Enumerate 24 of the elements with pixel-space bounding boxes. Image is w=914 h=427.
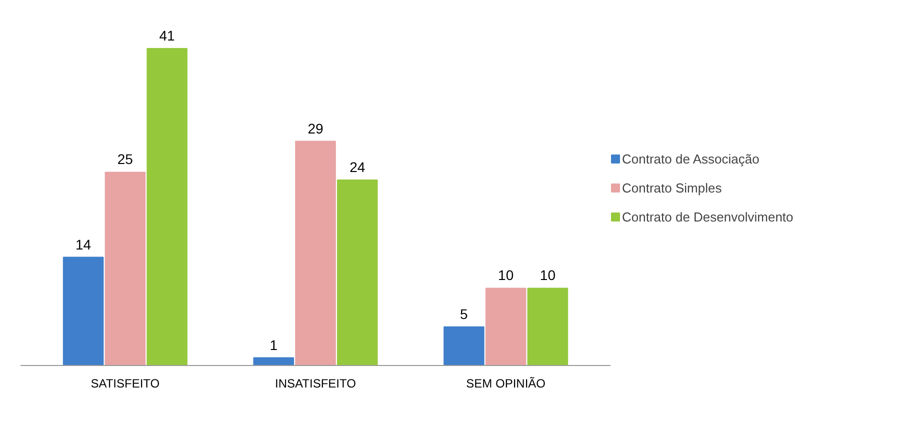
data-label: 25 (117, 151, 134, 168)
bar (527, 288, 568, 366)
bar (336, 179, 378, 366)
bar (104, 172, 146, 366)
x-tick-label: SEM OPINIÃO (466, 376, 546, 390)
data-label: 24 (350, 158, 366, 175)
data-label: 10 (540, 267, 556, 284)
data-label: 14 (76, 236, 92, 252)
bar (253, 357, 294, 366)
data-label: 29 (308, 120, 324, 136)
bar (295, 140, 336, 366)
legend-label: Contrato Simples (622, 180, 722, 195)
data-label: 10 (498, 267, 514, 284)
data-label: 1 (270, 336, 278, 353)
legend-label: Contrato de Desenvolvimento (622, 209, 794, 224)
bar (444, 326, 484, 366)
bar (146, 48, 188, 366)
legend-label: Contrato de Associação (622, 151, 760, 166)
bar (485, 288, 526, 366)
x-tick-label: SATISFEITO (90, 376, 160, 390)
bar (62, 256, 104, 366)
data-label: 41 (159, 28, 176, 44)
x-tick-label: INSATISFEITO (275, 376, 356, 390)
data-label: 5 (460, 306, 468, 322)
